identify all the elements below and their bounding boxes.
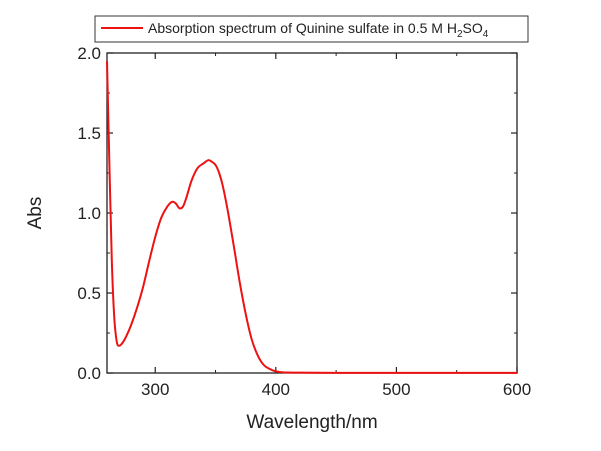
- legend: Absorption spectrum of Quinine sulfate i…: [94, 15, 529, 43]
- legend-label-prefix: Absorption spectrum of Quinine sulfate i…: [148, 20, 457, 36]
- legend-box: [94, 15, 529, 43]
- legend-label-mid: SO: [463, 20, 483, 36]
- y-tick-label: 0.5: [77, 284, 101, 303]
- legend-label-sub1: 2: [457, 29, 463, 40]
- y-axis-title: Abs: [25, 197, 46, 230]
- y-tick-label: 2.0: [77, 44, 101, 63]
- x-tick-label: 300: [141, 380, 169, 399]
- series-line: [106, 60, 517, 374]
- x-tick-label: 600: [503, 380, 531, 399]
- y-tick-label: 1.0: [77, 204, 101, 223]
- axis-tick-labels: 300 400 500 600 0.0 0.5 1.0 1.5 2.0: [77, 44, 531, 399]
- legend-label: Absorption spectrum of Quinine sulfate i…: [148, 20, 489, 40]
- x-axis-title: Wavelength/nm: [246, 412, 377, 433]
- plot-frame: [106, 52, 518, 374]
- x-tick-label: 400: [262, 380, 290, 399]
- y-tick-label: 1.5: [77, 124, 101, 143]
- legend-label-sub2: 4: [483, 29, 489, 40]
- y-tick-label: 0.0: [77, 364, 101, 383]
- axis-ticks: [107, 52, 518, 374]
- x-tick-label: 500: [382, 380, 410, 399]
